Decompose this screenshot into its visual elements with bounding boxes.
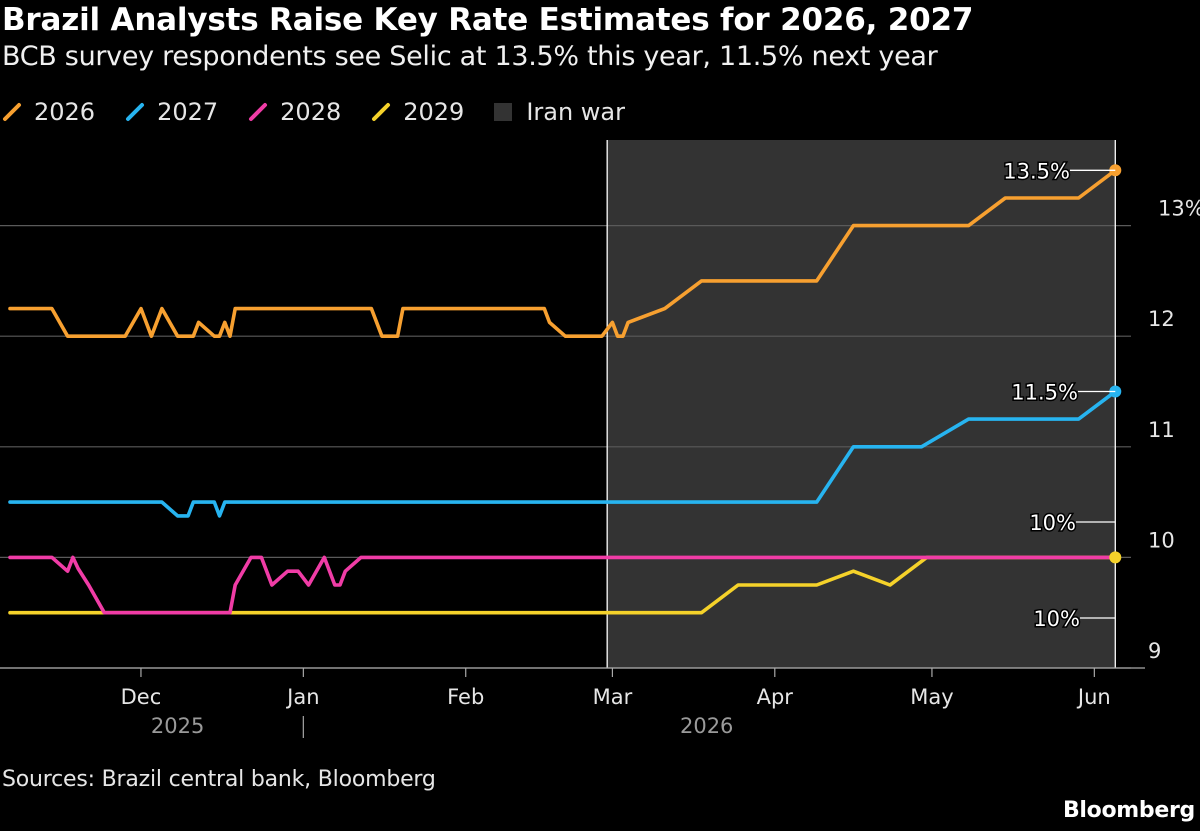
annotation-label: 11.5% [1011,381,1078,405]
end-dot-2029 [1109,551,1122,564]
annotation-label: 10% [1033,607,1080,631]
x-tick-label: Jan [285,685,319,709]
series-line-2029 [8,555,1118,615]
legend-label-2029: 2029 [403,98,465,126]
legend-item-2026: 2026 [2,98,95,126]
y-tick-label: 11 [1148,418,1175,442]
chart-title: Brazil Analysts Raise Key Rate Estimates… [2,2,974,38]
series-line-2027 [8,389,1118,518]
legend: 2026 2027 2028 2029 Iran war [2,97,655,127]
chart-subtitle: BCB survey respondents see Selic at 13.5… [2,41,938,72]
legend-label-iran-war: Iran war [526,98,626,126]
legend-item-2029: 2029 [371,98,464,126]
x-tick-label: Mar [593,685,633,709]
year-label: 2025 [151,714,204,738]
series-line-2028 [8,555,1118,615]
annotation-label: 13.5% [1003,159,1070,183]
bloomberg-logo: Bloomberg [1062,798,1195,823]
iran-war-shaded-region [607,140,1116,668]
year-label: 2026 [680,714,733,738]
legend-item-iran-war: Iran war [494,98,625,126]
legend-item-2027: 2027 [125,98,218,126]
y-tick-label: 9 [1148,639,1161,663]
legend-item-2028: 2028 [248,98,341,126]
x-tick-label: Apr [757,685,794,709]
legend-swatch-2028 [249,103,268,121]
annotation-label: 10% [1029,511,1076,535]
x-tick-label: Dec [121,685,162,709]
y-tick-label: 12 [1148,307,1175,331]
legend-swatch-2029 [372,103,391,121]
series-line-2026 [8,168,1118,339]
x-tick-label: Feb [447,685,484,709]
legend-swatch-2026 [3,103,21,121]
legend-label-2028: 2028 [280,98,342,126]
y-tick-label: 10 [1148,528,1175,552]
y-tick-label: 13% [1158,197,1200,221]
legend-swatch-2027 [126,103,145,121]
legend-label-2026: 2026 [34,98,96,126]
x-tick-label: Jun [1076,685,1111,709]
x-tick-label: May [910,685,953,709]
legend-swatch-iran-war [494,103,513,121]
legend-label-2027: 2027 [157,98,219,126]
source-note: Sources: Brazil central bank, Bloomberg [2,767,436,792]
